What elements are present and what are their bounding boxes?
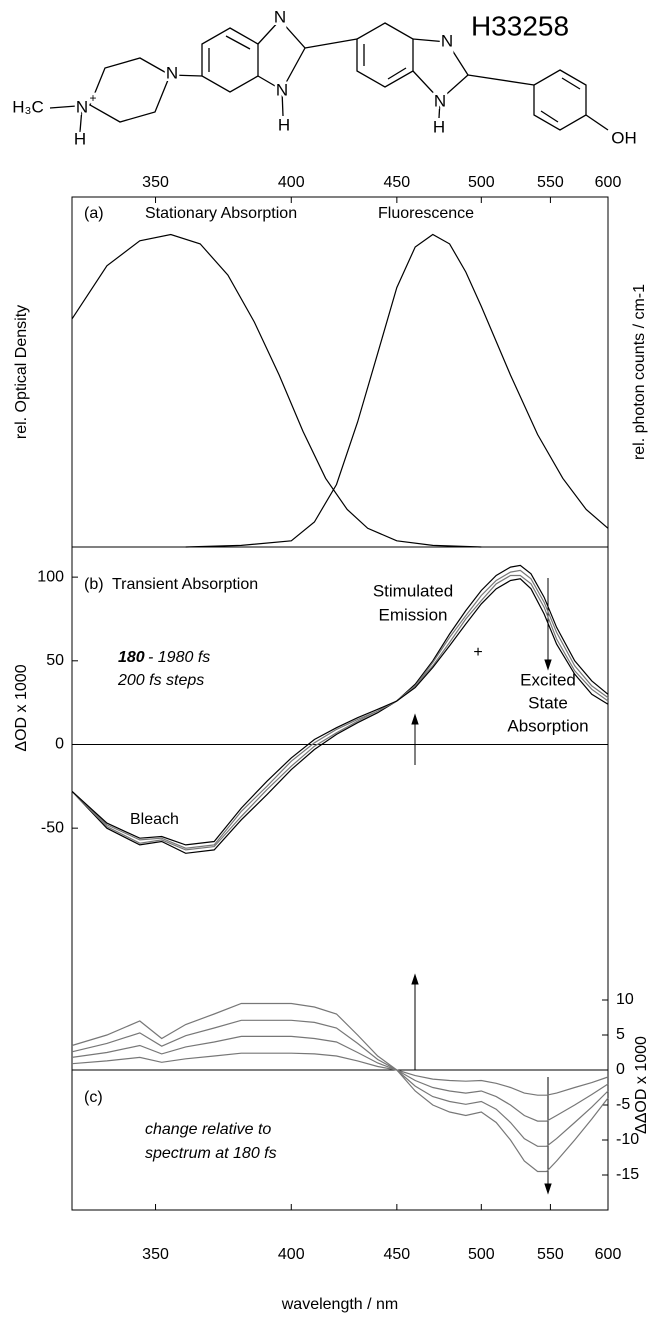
series-label: Fluorescence (378, 205, 474, 222)
x-tick-label: 500 (468, 174, 495, 191)
arrows (411, 578, 552, 1195)
series-line (71, 578, 609, 846)
annotation: + (473, 644, 482, 661)
y-tick-label: 10 (616, 991, 634, 1008)
bond (304, 38, 358, 49)
series-line (71, 233, 482, 548)
atom-label: + (89, 91, 96, 105)
panel-title: Transient Absorption (112, 576, 258, 593)
bond (49, 104, 91, 109)
benzene-ring (356, 22, 414, 88)
atom-label: H₃C (12, 97, 43, 116)
x-tick-label: 500 (468, 1246, 495, 1263)
y-tick-label: 100 (37, 568, 64, 585)
y-tick-label: 50 (46, 652, 64, 669)
bond (585, 114, 609, 131)
annotation: - 1980 fs (148, 649, 210, 666)
y-tick-label: -5 (616, 1096, 630, 1113)
y-tick-label: -15 (616, 1166, 639, 1183)
y-tick-label: -50 (41, 819, 64, 836)
series-line (185, 233, 609, 548)
atom-label: H (74, 129, 86, 148)
series-line (71, 564, 609, 854)
y-tick-label: -10 (616, 1131, 639, 1148)
y-axis-label: ΔOD x 1000 (13, 664, 30, 751)
atom-label: N (441, 31, 453, 50)
y2-axis-label: rel. photon counts / cm-1 (631, 284, 648, 460)
bond (281, 89, 284, 117)
compound-name: H33258 (471, 10, 569, 41)
panel-label: (c) (84, 1089, 103, 1106)
arrowhead (544, 1183, 552, 1195)
x-tick-label: 450 (383, 174, 410, 191)
atom-label: H (433, 117, 445, 136)
arrowhead (411, 713, 419, 725)
bond (540, 110, 559, 123)
x-axis-label: wavelength / nm (281, 1296, 399, 1313)
atom-label: N (276, 80, 288, 99)
bond (79, 107, 83, 133)
x-tick-label: 550 (537, 174, 564, 191)
series-line (71, 1035, 609, 1122)
bond (169, 74, 203, 77)
bond (225, 35, 251, 50)
x-tick-label: 600 (595, 1246, 622, 1263)
atom-label: N (166, 63, 178, 82)
annotation: Absorption (507, 716, 588, 735)
series-label: Stationary Absorption (145, 205, 297, 222)
piperazine-ring (89, 57, 171, 123)
y-tick-label: 0 (55, 736, 64, 753)
x-tick-label: 600 (595, 174, 622, 191)
bond (467, 74, 535, 86)
annotation: Excited (520, 670, 576, 689)
molecule: H33258 (49, 10, 609, 133)
x-tick-label: 400 (278, 1246, 305, 1263)
atom-label: N (274, 7, 286, 26)
bond (561, 77, 581, 90)
atom-label: N (76, 97, 88, 116)
atom-label: H (278, 115, 290, 134)
x-tick-label: 450 (383, 1246, 410, 1263)
y-tick-label: 0 (616, 1061, 625, 1078)
annotation: Bleach (130, 811, 179, 828)
x-tick-label: 350 (142, 174, 169, 191)
arrowhead (544, 659, 552, 671)
atom-label: OH (611, 128, 637, 147)
annotation: 200 fs steps (117, 672, 204, 689)
y-axis-label: ΔΔOD x 1000 (633, 1036, 650, 1134)
bond (438, 99, 441, 119)
series-line (71, 1002, 609, 1173)
y-axis-label: rel. Optical Density (13, 305, 30, 439)
y-tick-label: 5 (616, 1026, 625, 1043)
arrowhead (411, 973, 419, 985)
x-tick-label: 400 (278, 174, 305, 191)
x-tick-label: 550 (537, 1246, 564, 1263)
series-line (71, 1019, 609, 1147)
panel-label: (b) (84, 576, 104, 593)
x-tick-label: 350 (142, 1246, 169, 1263)
bond (387, 67, 407, 80)
annotation: 180 (118, 649, 145, 666)
panel-a-frame (71, 196, 609, 548)
annotation: Stimulated (373, 581, 453, 600)
panel-label: (a) (84, 205, 104, 222)
atom-label: N (434, 91, 446, 110)
annotation: spectrum at 180 fs (145, 1145, 277, 1162)
annotation: State (528, 693, 568, 712)
annotation: Emission (379, 605, 448, 624)
series-line (71, 1052, 609, 1096)
series-line (71, 574, 609, 849)
panel-bc-frame (71, 546, 609, 1211)
phenol-ring (533, 69, 587, 131)
annotation: change relative to (145, 1121, 271, 1138)
